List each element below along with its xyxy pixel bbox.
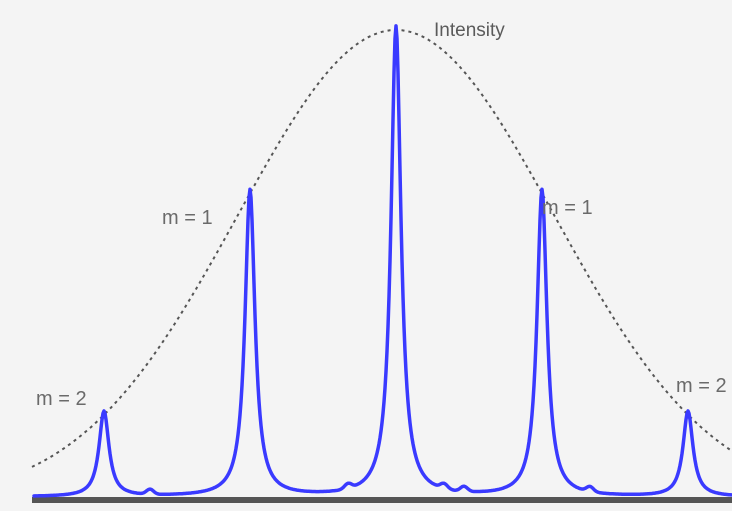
intensity-label: Intensity xyxy=(434,20,505,41)
order-label-right-2: m = 2 xyxy=(676,375,727,397)
envelope-curve xyxy=(31,29,732,468)
order-label-left-2: m = 2 xyxy=(36,388,87,410)
order-label-right-1: m = 1 xyxy=(542,197,593,219)
peak-pattern xyxy=(32,24,732,498)
order-label-left-1: m = 1 xyxy=(162,207,213,229)
